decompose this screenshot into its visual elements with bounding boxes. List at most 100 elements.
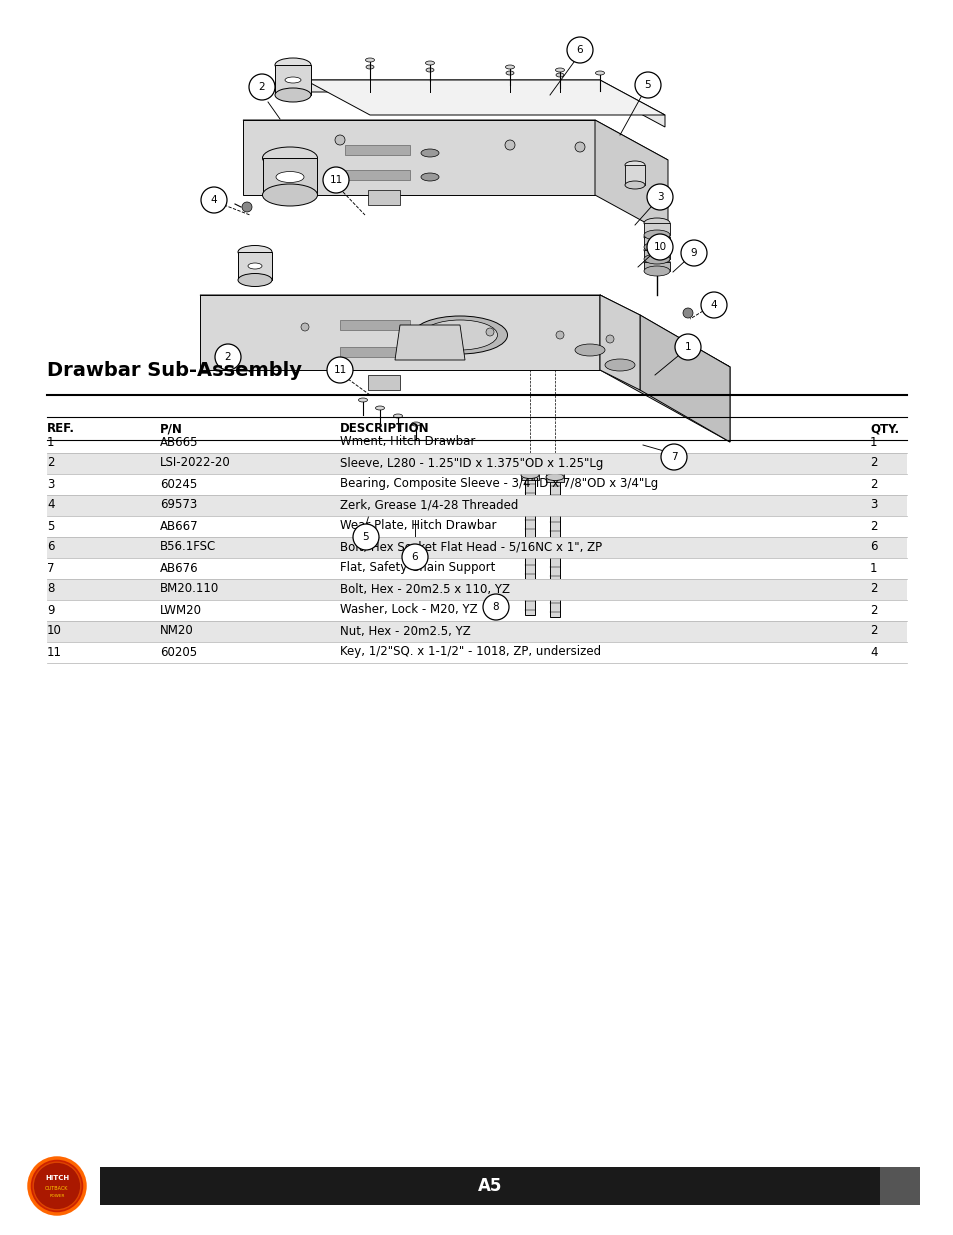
Ellipse shape xyxy=(643,230,669,240)
Ellipse shape xyxy=(237,273,272,287)
Ellipse shape xyxy=(520,472,538,478)
Polygon shape xyxy=(368,190,399,205)
Ellipse shape xyxy=(643,257,669,267)
Text: QTY.: QTY. xyxy=(869,422,898,435)
Text: 3: 3 xyxy=(47,478,54,490)
Text: 4: 4 xyxy=(869,646,877,658)
Circle shape xyxy=(682,308,692,317)
Bar xyxy=(545,472,563,482)
Text: 1: 1 xyxy=(684,342,691,352)
Ellipse shape xyxy=(604,359,635,370)
Text: Drawbar Sub-Assembly: Drawbar Sub-Assembly xyxy=(47,361,302,380)
Text: POWER: POWER xyxy=(50,1194,65,1198)
Circle shape xyxy=(680,240,706,266)
Ellipse shape xyxy=(426,68,434,72)
Text: DESCRIPTION: DESCRIPTION xyxy=(339,422,429,435)
Ellipse shape xyxy=(366,65,374,69)
Text: Wment, Hitch Drawbar: Wment, Hitch Drawbar xyxy=(339,436,475,448)
Text: Nut, Hex - 20m2.5, YZ: Nut, Hex - 20m2.5, YZ xyxy=(339,625,470,637)
Text: 2: 2 xyxy=(869,457,877,469)
Circle shape xyxy=(242,203,252,212)
Text: 4: 4 xyxy=(211,195,217,205)
Text: OUTBACK: OUTBACK xyxy=(45,1186,69,1191)
Text: 9: 9 xyxy=(47,604,54,616)
Text: 3: 3 xyxy=(656,191,662,203)
Text: 5: 5 xyxy=(47,520,54,532)
Circle shape xyxy=(635,72,660,98)
Bar xyxy=(643,249,669,259)
Ellipse shape xyxy=(624,182,644,189)
Text: B56.1FSC: B56.1FSC xyxy=(160,541,216,553)
Text: AB676: AB676 xyxy=(160,562,198,574)
Text: Bearing, Composite Sleeve - 3/4"ID x 7/8"OD x 3/4"Lg: Bearing, Composite Sleeve - 3/4"ID x 7/8… xyxy=(339,478,658,490)
Text: REF.: REF. xyxy=(47,422,75,435)
Circle shape xyxy=(29,1158,85,1214)
Ellipse shape xyxy=(556,73,563,77)
Text: Zerk, Grease 1/4-28 Threaded: Zerk, Grease 1/4-28 Threaded xyxy=(339,499,517,511)
Polygon shape xyxy=(243,120,595,195)
Text: 3: 3 xyxy=(869,499,877,511)
Circle shape xyxy=(646,233,672,261)
Ellipse shape xyxy=(262,184,317,206)
Circle shape xyxy=(485,329,494,336)
Circle shape xyxy=(214,345,241,370)
Ellipse shape xyxy=(505,70,514,75)
Text: Sleeve, L280 - 1.25"ID x 1.375"OD x 1.25"Lg: Sleeve, L280 - 1.25"ID x 1.375"OD x 1.25… xyxy=(339,457,602,469)
Ellipse shape xyxy=(555,68,564,72)
Text: 2: 2 xyxy=(869,478,877,490)
Bar xyxy=(263,158,316,195)
Ellipse shape xyxy=(358,398,367,403)
Text: 2: 2 xyxy=(258,82,265,91)
Text: 8: 8 xyxy=(47,583,54,595)
Ellipse shape xyxy=(365,58,375,62)
Ellipse shape xyxy=(411,422,420,426)
Polygon shape xyxy=(200,295,599,370)
Text: 69573: 69573 xyxy=(160,499,197,511)
Text: 1: 1 xyxy=(47,436,54,448)
Ellipse shape xyxy=(393,414,402,417)
Ellipse shape xyxy=(420,149,438,157)
Text: 5: 5 xyxy=(644,80,651,90)
Text: Bolt, Hex Socket Flat Head - 5/16NC x 1", ZP: Bolt, Hex Socket Flat Head - 5/16NC x 1"… xyxy=(339,541,601,553)
Text: HITCH: HITCH xyxy=(45,1174,69,1181)
Text: Flat, Safety Chain Support: Flat, Safety Chain Support xyxy=(339,562,495,574)
Polygon shape xyxy=(599,295,639,390)
Text: LWM20: LWM20 xyxy=(160,604,202,616)
Text: 2: 2 xyxy=(47,457,54,469)
Text: AB665: AB665 xyxy=(160,436,198,448)
Circle shape xyxy=(482,594,509,620)
Circle shape xyxy=(301,324,309,331)
Ellipse shape xyxy=(643,232,669,242)
Ellipse shape xyxy=(274,58,311,72)
Text: 2: 2 xyxy=(869,625,877,637)
Circle shape xyxy=(201,186,227,212)
Text: 10: 10 xyxy=(653,242,666,252)
Ellipse shape xyxy=(285,77,301,83)
Bar xyxy=(274,65,311,95)
Text: 5: 5 xyxy=(362,532,369,542)
Bar xyxy=(100,1167,879,1205)
Circle shape xyxy=(401,543,428,571)
Circle shape xyxy=(323,167,349,193)
Text: 1: 1 xyxy=(869,436,877,448)
Text: 2: 2 xyxy=(869,520,877,532)
Circle shape xyxy=(660,445,686,471)
Circle shape xyxy=(327,357,353,383)
Text: 60205: 60205 xyxy=(160,646,197,658)
Circle shape xyxy=(353,524,378,550)
Text: 11: 11 xyxy=(329,175,342,185)
Polygon shape xyxy=(339,320,410,330)
Text: AB667: AB667 xyxy=(160,520,198,532)
Text: Key, 1/2"SQ. x 1-1/2" - 1018, ZP, undersized: Key, 1/2"SQ. x 1-1/2" - 1018, ZP, unders… xyxy=(339,646,600,658)
Circle shape xyxy=(335,135,345,144)
Text: 10: 10 xyxy=(47,625,62,637)
Bar xyxy=(643,262,669,270)
Text: LSI-2022-20: LSI-2022-20 xyxy=(160,457,231,469)
Text: 11: 11 xyxy=(333,366,346,375)
Ellipse shape xyxy=(595,70,604,75)
Ellipse shape xyxy=(420,173,438,182)
Text: BM20.110: BM20.110 xyxy=(160,583,219,595)
Bar xyxy=(47,578,906,599)
Text: 6: 6 xyxy=(576,44,582,56)
Circle shape xyxy=(575,142,584,152)
